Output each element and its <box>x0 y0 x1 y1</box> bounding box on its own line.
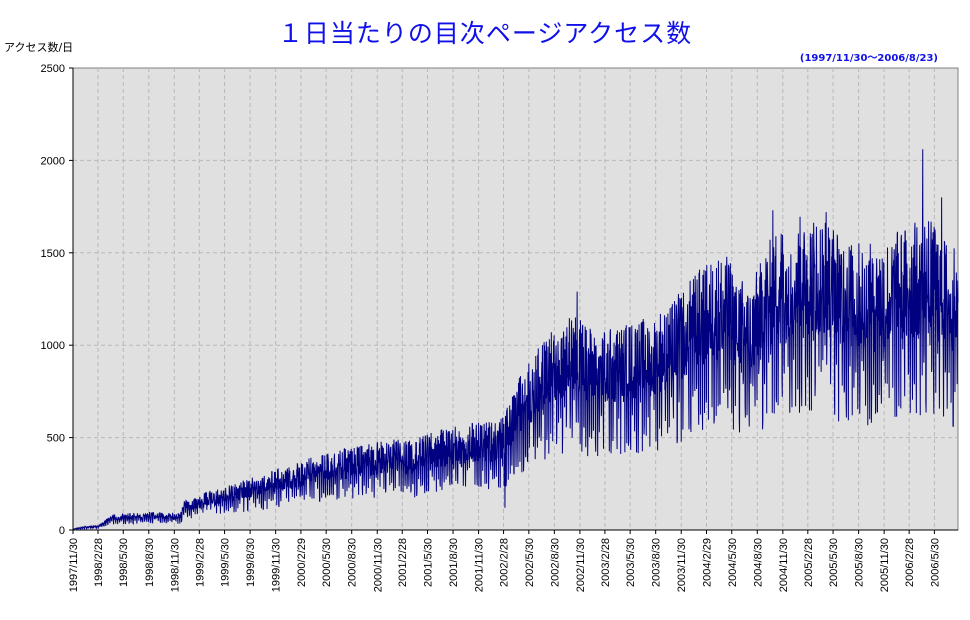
y-tick-label: 2000 <box>41 155 65 167</box>
series-line <box>72 149 959 531</box>
x-tick-label: 2004/8/30 <box>752 538 764 587</box>
x-tick-label: 2006/5/30 <box>929 538 941 587</box>
x-axis: 1997/11/30 1998/2/28 1998/5/30 1998/8/30 199… <box>68 529 958 592</box>
x-tick-label: 2002/8/30 <box>549 538 561 587</box>
x-tick-label: 2000/5/30 <box>321 538 333 587</box>
y-axis: 0 500 1000 1500 2000 2500 <box>41 63 74 537</box>
chart-subtitle: (1997/11/30〜2006/8/23) <box>799 53 938 64</box>
x-tick-label: 2003/5/30 <box>625 538 637 587</box>
x-tick-label: 2005/2/28 <box>803 538 815 587</box>
x-tick-label: 2004/11/30 <box>778 538 790 592</box>
x-tick-label: 1998/8/30 <box>144 538 156 587</box>
x-tick-label: 1999/11/30 <box>271 538 283 592</box>
y-tick-label: 500 <box>47 433 65 445</box>
x-tick-label: 2004/5/30 <box>727 538 739 587</box>
x-tick-label: 2003/11/30 <box>676 538 688 592</box>
x-tick-label: 2005/11/30 <box>879 538 891 592</box>
x-tick-label: 2003/2/28 <box>600 538 612 587</box>
x-tick-label: 2000/11/30 <box>372 538 384 592</box>
x-tick-label: 1998/11/30 <box>169 538 181 592</box>
x-tick-label: 1999/2/28 <box>194 538 206 587</box>
series-layer <box>72 149 959 531</box>
x-tick-label: 2002/2/28 <box>499 538 511 587</box>
chart-title: １日当たりの目次ページアクセス数 <box>277 19 693 48</box>
x-tick-label: 2003/8/30 <box>651 538 663 587</box>
x-tick-label: 2006/2/28 <box>904 538 916 587</box>
x-tick-label: 2002/11/30 <box>575 538 587 592</box>
x-tick-label: 2004/2/29 <box>701 538 713 587</box>
x-tick-label: 2001/8/30 <box>448 538 460 587</box>
y-tick-label: 2500 <box>41 63 65 75</box>
y-axis-label: アクセス数/日 <box>4 41 74 54</box>
x-tick-label: 1999/8/30 <box>245 538 257 587</box>
x-tick-label: 1998/5/30 <box>118 538 130 587</box>
y-tick-label: 1500 <box>41 248 65 260</box>
x-tick-label: 2001/5/30 <box>422 538 434 587</box>
x-tick-label: 2000/8/30 <box>347 538 359 587</box>
x-tick-label: 1997/11/30 <box>68 538 80 592</box>
x-tick-label: 2001/2/28 <box>397 538 409 587</box>
x-tick-label: 2005/5/30 <box>828 538 840 587</box>
x-tick-label: 2001/11/30 <box>474 538 486 592</box>
y-tick-label: 0 <box>59 525 65 537</box>
x-tick-label: 1998/2/28 <box>93 538 105 587</box>
x-tick-label: 2002/5/30 <box>524 538 536 587</box>
x-tick-label: 1999/5/30 <box>220 538 232 587</box>
y-tick-label: 1000 <box>41 340 65 352</box>
x-tick-label: 2000/2/29 <box>296 538 308 587</box>
x-tick-label: 2005/8/30 <box>854 538 866 587</box>
